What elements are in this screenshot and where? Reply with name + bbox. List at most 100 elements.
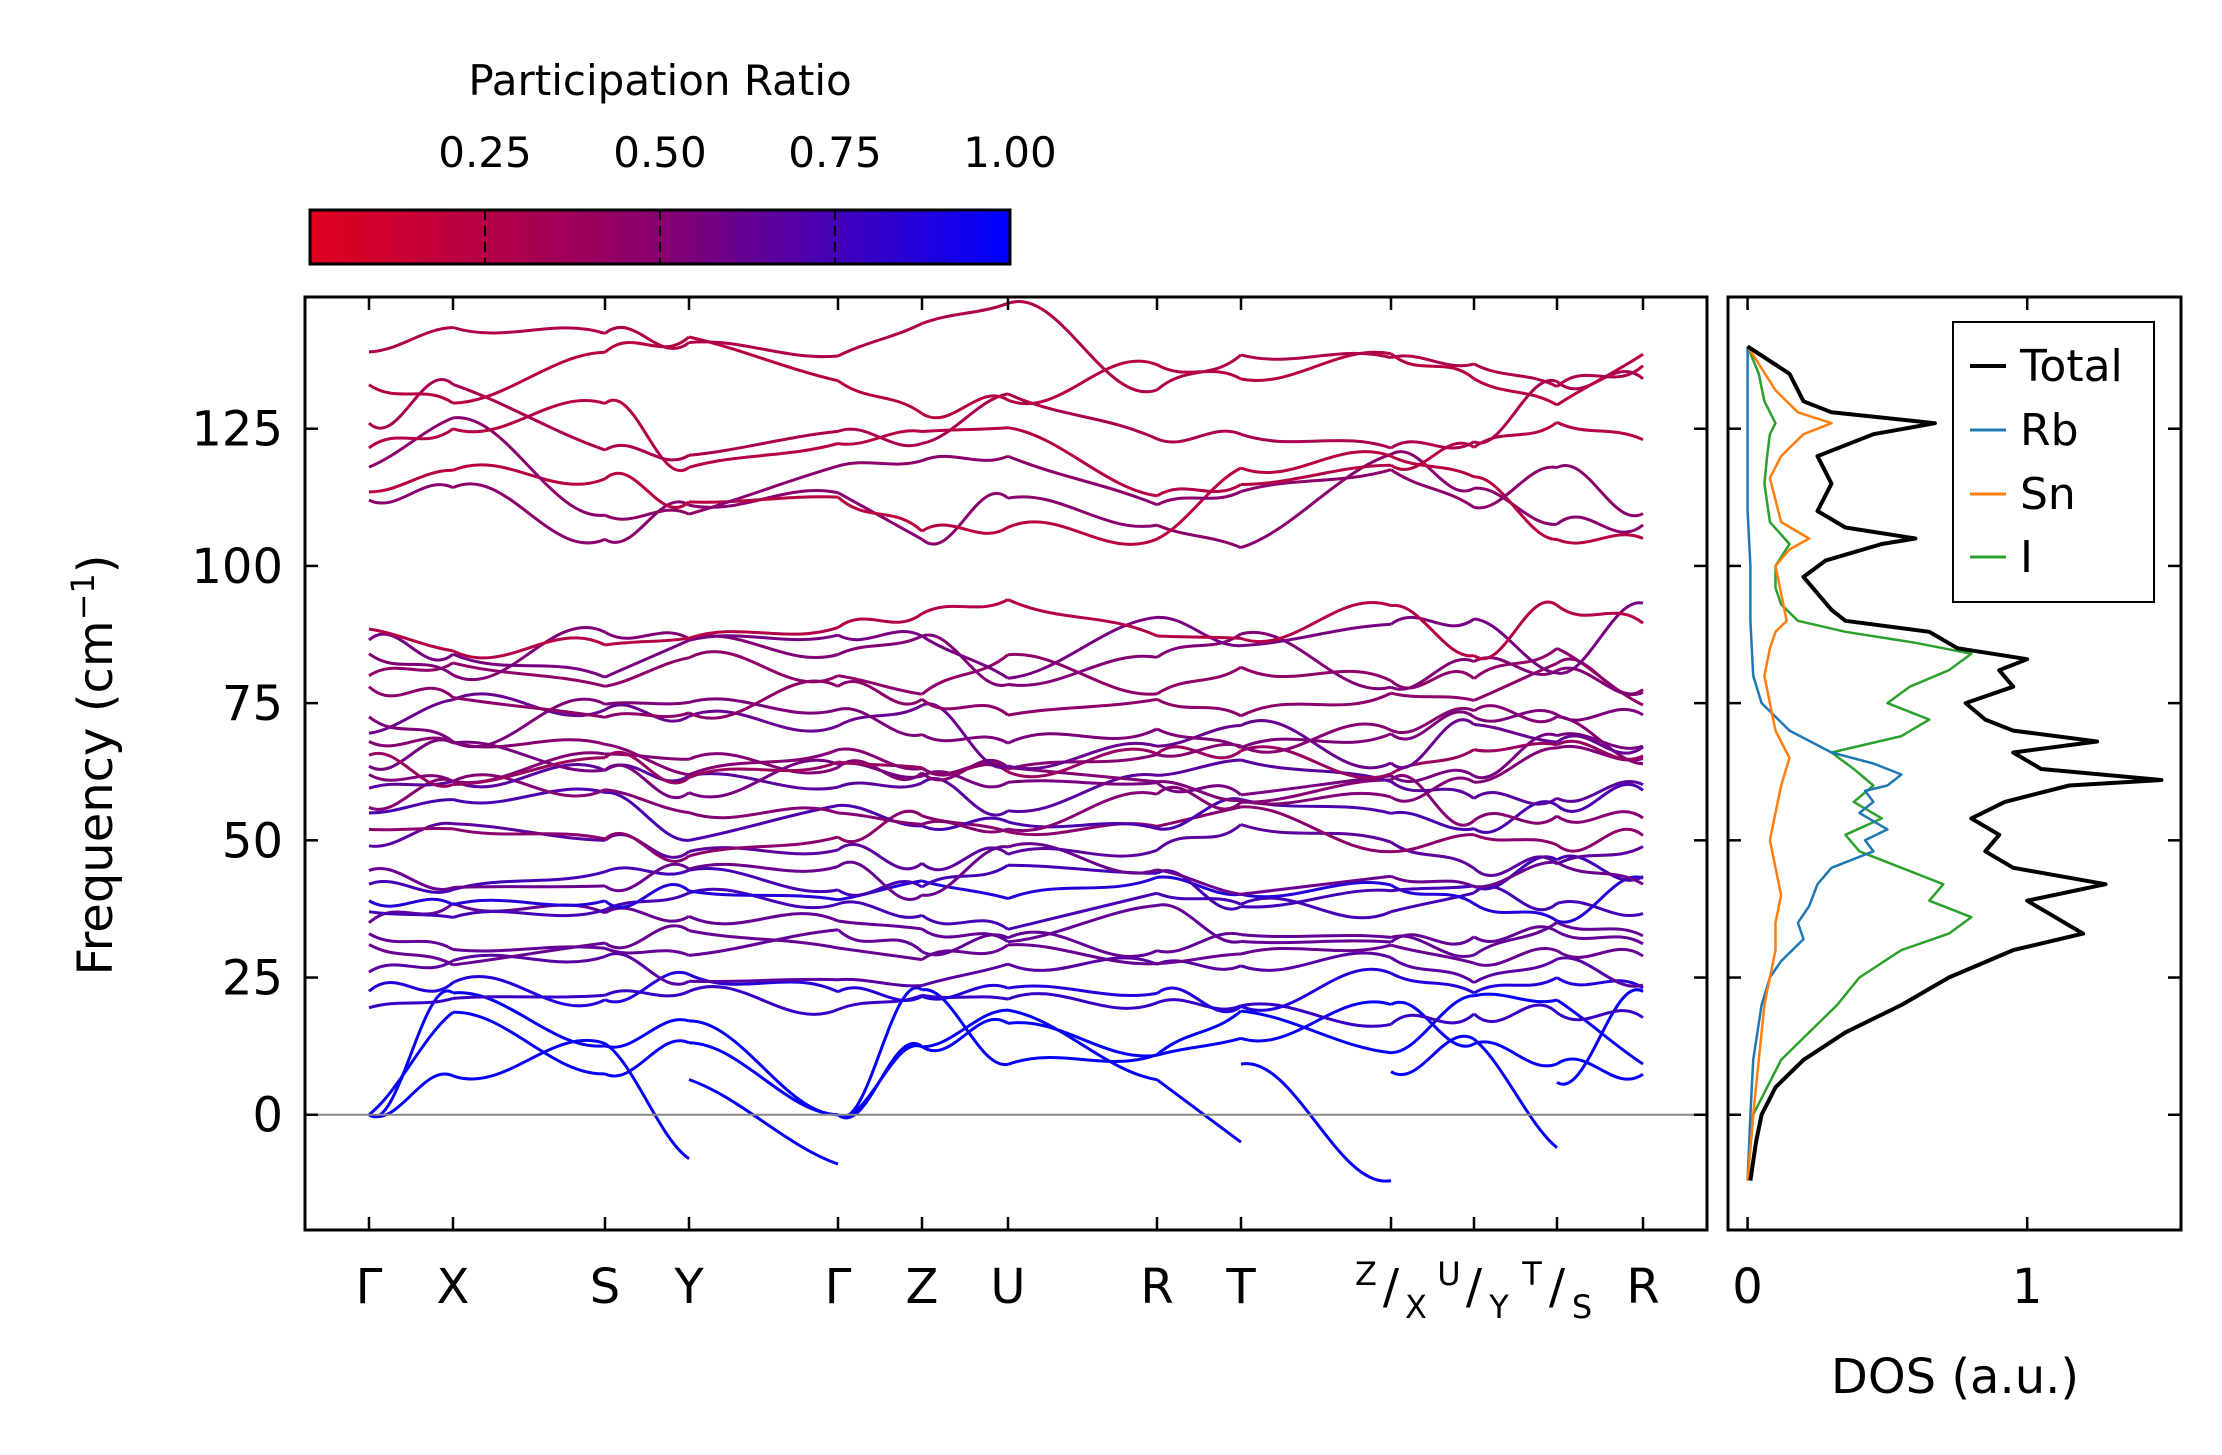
band-line: [368, 897, 454, 908]
band-line: [921, 1017, 1009, 1053]
colorbar: Participation Ratio 0.25 0.50 0.75 1.00: [308, 56, 1057, 266]
band-line: [688, 709, 839, 733]
band-line: [1556, 601, 1644, 675]
band-line: [1473, 811, 1558, 825]
band-line: [604, 700, 690, 706]
dos-x-tick-label: 0: [1732, 1259, 1763, 1315]
band-line: [1556, 515, 1644, 534]
band-line: [1156, 523, 1242, 549]
band-line: [368, 468, 454, 494]
band-line: [452, 993, 606, 1000]
band-line: [1556, 921, 1644, 938]
band-line: [1473, 1038, 1558, 1149]
y-tick-label: 75: [222, 676, 283, 732]
band-line: [921, 962, 1009, 988]
band-line: [1556, 647, 1644, 707]
band-line: [1473, 421, 1558, 449]
band-line: [1556, 707, 1644, 722]
band-line: [1473, 741, 1558, 753]
band-line: [1240, 1000, 1392, 1043]
band-line: [368, 773, 454, 783]
band-line: [368, 867, 454, 891]
band-line: [1007, 875, 1158, 901]
colorbar-tick-label: 0.50: [613, 128, 707, 177]
band-line: [452, 1010, 606, 1076]
band-line: [1390, 670, 1475, 690]
band-line: [1390, 884, 1475, 893]
band-line: [837, 427, 923, 448]
band-line: [921, 819, 1009, 834]
band-line: [368, 910, 454, 919]
band-line: [1390, 691, 1475, 702]
band-line: [1240, 450, 1392, 474]
band-line: [452, 901, 606, 915]
band-line: [1473, 662, 1558, 702]
band-line: [1240, 888, 1392, 909]
band-line: [1473, 992, 1558, 1004]
band-line: [452, 625, 606, 682]
band-line: [1240, 896, 1392, 920]
band-line: [604, 952, 690, 986]
band-line: [368, 798, 454, 815]
kpoint-label-r-2: R: [1626, 1259, 1659, 1315]
band-line: [1156, 490, 1242, 507]
band-line: [1390, 748, 1475, 776]
band-line: [921, 633, 1009, 687]
band-line: [1240, 939, 1392, 945]
band-line: [921, 491, 1010, 546]
band-line: [1007, 1021, 1158, 1058]
legend-label-i: I: [2020, 532, 2033, 583]
band-line: [1156, 758, 1242, 777]
band-line: [452, 697, 606, 749]
band-line: [1556, 956, 1644, 988]
band-line: [688, 772, 839, 791]
colorbar-title: Participation Ratio: [468, 56, 851, 105]
band-line: [921, 777, 1009, 817]
band-line: [688, 928, 839, 957]
kpoint-label-slash-2: /: [1466, 1259, 1483, 1315]
band-line: [837, 630, 923, 642]
band-line: [1240, 601, 1392, 644]
band-line: [688, 697, 839, 715]
band-line: [604, 906, 690, 923]
band-line: [688, 340, 839, 359]
band-line: [604, 1042, 690, 1160]
band-line: [1556, 900, 1644, 917]
band-line: [1156, 1036, 1242, 1057]
band-line: [1007, 697, 1158, 717]
kpoint-label-z-top: Z: [1355, 1255, 1377, 1293]
band-line: [604, 636, 690, 647]
band-line: [1007, 598, 1158, 638]
band-line: [921, 927, 1009, 943]
band-line: [1473, 860, 1558, 889]
dos-x-tick-label: 1: [2012, 1259, 2043, 1315]
band-line: [1007, 1008, 1158, 1082]
band-line: [1007, 943, 1158, 966]
band-line: [604, 508, 690, 521]
band-line: [688, 650, 839, 684]
band-line: [1240, 691, 1392, 718]
band-line: [1007, 904, 1158, 944]
band-line: [921, 761, 1009, 776]
band-line: [921, 914, 1009, 931]
dos-series-total: [1746, 344, 2164, 1181]
band-line: [452, 884, 606, 889]
kpoint-label-z: Z: [906, 1259, 939, 1315]
band-line: [837, 860, 923, 902]
band-line: [1556, 464, 1644, 518]
band-line: [1007, 773, 1158, 814]
band-line: [1556, 930, 1644, 946]
band-line: [921, 993, 1009, 1001]
band-line: [1390, 450, 1475, 493]
band-line: [1007, 984, 1158, 997]
band-line: [368, 416, 454, 469]
band-line: [452, 975, 606, 1008]
band-line: [1156, 697, 1242, 718]
band-line: [604, 638, 690, 679]
band-line: [921, 301, 1009, 325]
band-line: [368, 932, 454, 951]
band-line: [837, 811, 923, 826]
band-line: [368, 959, 454, 974]
band-line: [604, 656, 690, 688]
band-line: [1156, 745, 1242, 760]
